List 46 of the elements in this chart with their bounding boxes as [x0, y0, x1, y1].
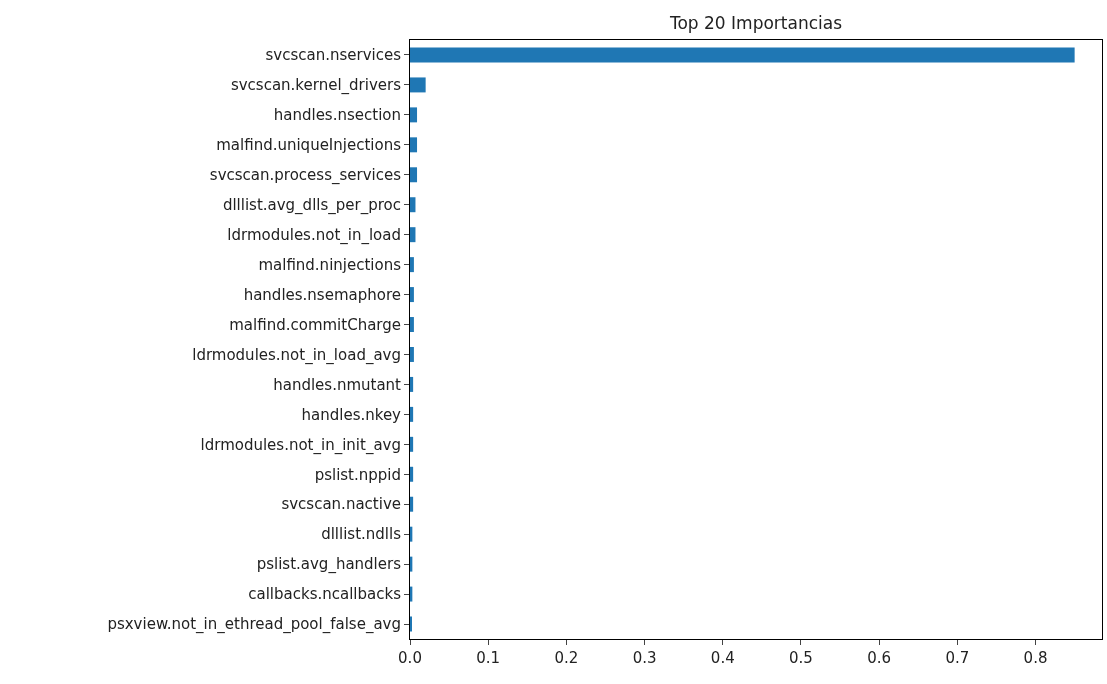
- bar: [410, 496, 414, 512]
- y-tick-label: psxview.not_in_ethread_pool_false_avg: [107, 615, 401, 635]
- x-tick-label: 0.6: [867, 649, 892, 667]
- bar: [410, 227, 416, 243]
- y-tick-label: malfind.uniqueInjections: [216, 136, 402, 155]
- chart-title: Top 20 Importancias: [668, 13, 843, 33]
- bar: [410, 47, 1075, 63]
- y-tick-label: malfind.ninjections: [258, 255, 402, 274]
- y-tick-label: pslist.avg_handlers: [256, 555, 402, 575]
- y-tick-label: handles.nsemaphore: [243, 285, 401, 304]
- bar: [410, 287, 414, 303]
- y-tick-label: dlllist.avg_dlls_per_proc: [222, 195, 401, 215]
- y-tick-label: handles.nkey: [301, 405, 402, 424]
- bar: [410, 317, 414, 333]
- y-tick-label: svcscan.nservices: [265, 46, 402, 65]
- x-tick-label: 0.7: [945, 649, 970, 667]
- y-tick-label: svcscan.nactive: [281, 495, 401, 514]
- y-tick-label: handles.nmutant: [273, 375, 402, 394]
- bar: [410, 406, 414, 422]
- x-tick-label: 0.2: [554, 649, 579, 667]
- x-tick-label: 0.4: [710, 649, 735, 667]
- y-tick-label: callbacks.ncallbacks: [248, 585, 402, 604]
- y-tick-label: handles.nsection: [273, 106, 401, 125]
- bar: [410, 376, 414, 392]
- y-tick-label: ldrmodules.not_in_init_avg: [200, 435, 401, 455]
- bar: [410, 167, 418, 183]
- y-tick-label: ldrmodules.not_in_load: [227, 225, 401, 245]
- y-tick-label: svcscan.kernel_drivers: [230, 76, 402, 96]
- bar: [410, 197, 416, 213]
- bar: [410, 137, 418, 153]
- bar: [410, 436, 414, 452]
- x-tick-label: 0.0: [398, 649, 422, 667]
- bar: [410, 107, 418, 123]
- bar: [410, 257, 414, 273]
- x-tick-label: 0.1: [476, 649, 501, 667]
- y-tick-label: ldrmodules.not_in_load_avg: [192, 345, 401, 365]
- y-tick-label: svcscan.process_services: [209, 166, 402, 186]
- y-tick-label: dlllist.ndlls: [321, 525, 402, 544]
- x-tick-label: 0.8: [1023, 649, 1048, 667]
- y-tick-label: malfind.commitCharge: [229, 315, 401, 334]
- bar: [410, 466, 414, 482]
- bar: [410, 346, 414, 362]
- x-tick-label: 0.3: [632, 649, 657, 667]
- x-tick-label: 0.5: [789, 649, 813, 667]
- bar: [410, 77, 426, 93]
- y-tick-label: pslist.nppid: [314, 465, 401, 484]
